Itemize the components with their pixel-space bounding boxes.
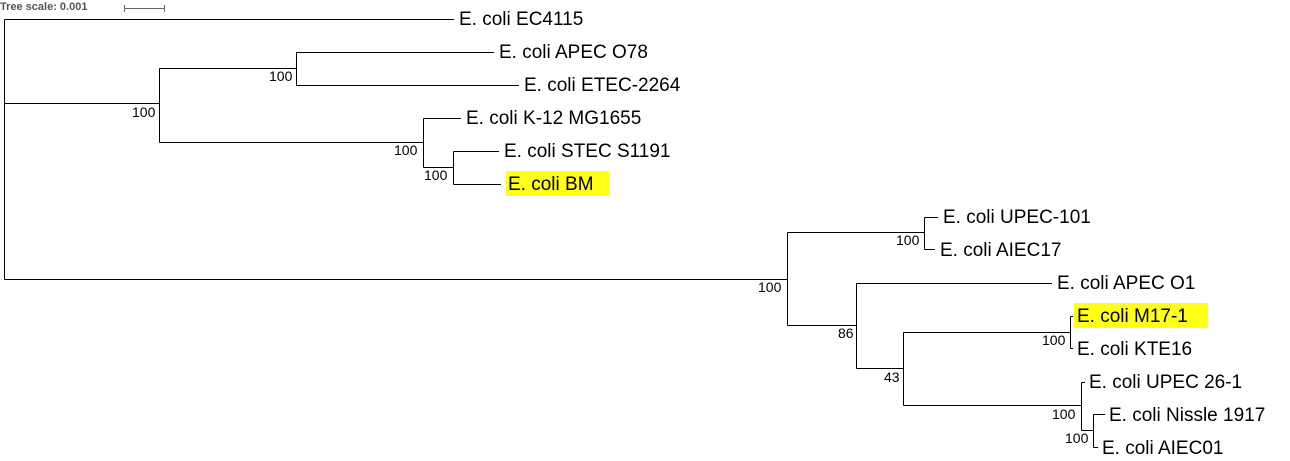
- support-value: 100: [758, 279, 782, 295]
- support-values: 100 100 100 100 100 100 86 43 100 100 10…: [132, 68, 1089, 446]
- tip-label: E. coli UPEC-101: [943, 207, 1091, 228]
- support-value: 100: [132, 104, 156, 120]
- tip-label: E. coli EC4115: [459, 9, 583, 30]
- support-value: 100: [424, 167, 448, 183]
- tip-label: E. coli AIEC01: [1102, 438, 1223, 459]
- tip-label: E. coli APEC O78: [499, 42, 648, 63]
- tree-scale-bar: [124, 5, 165, 12]
- tree-scale: Tree scale: 0.001: [0, 1, 165, 13]
- highlights: [506, 171, 1208, 328]
- tip-label: E. coli M17-1: [1077, 306, 1188, 327]
- support-value: 100: [1052, 406, 1076, 422]
- support-value: 100: [1042, 332, 1066, 348]
- support-value: 100: [394, 142, 418, 158]
- tip-highlight-bm: [506, 171, 609, 196]
- support-value: 43: [884, 369, 900, 385]
- support-value: 100: [269, 68, 293, 84]
- tip-label: E. coli Nissle 1917: [1109, 405, 1265, 426]
- tree-scale-label: Tree scale: 0.001: [0, 1, 87, 13]
- tip-label: E. coli UPEC 26-1: [1089, 372, 1242, 393]
- tip-label: E. coli APEC O1: [1057, 273, 1195, 294]
- tip-label: E. coli BM: [508, 174, 594, 195]
- tip-labels: E. coli EC4115 E. coli APEC O78 E. coli …: [459, 9, 1265, 459]
- tip-label: E. coli KTE16: [1077, 339, 1192, 360]
- tip-label: E. coli K-12 MG1655: [466, 108, 641, 129]
- support-value: 100: [1065, 430, 1089, 446]
- tip-label: E. coli ETEC-2264: [524, 75, 681, 96]
- tip-label: E. coli AIEC17: [940, 240, 1061, 261]
- support-value: 86: [838, 325, 854, 341]
- tip-label: E. coli STEC S1191: [504, 141, 671, 162]
- support-value: 100: [896, 232, 920, 248]
- tree-branches: [4, 19, 1105, 448]
- tip-highlight-m17-1: [1074, 303, 1208, 328]
